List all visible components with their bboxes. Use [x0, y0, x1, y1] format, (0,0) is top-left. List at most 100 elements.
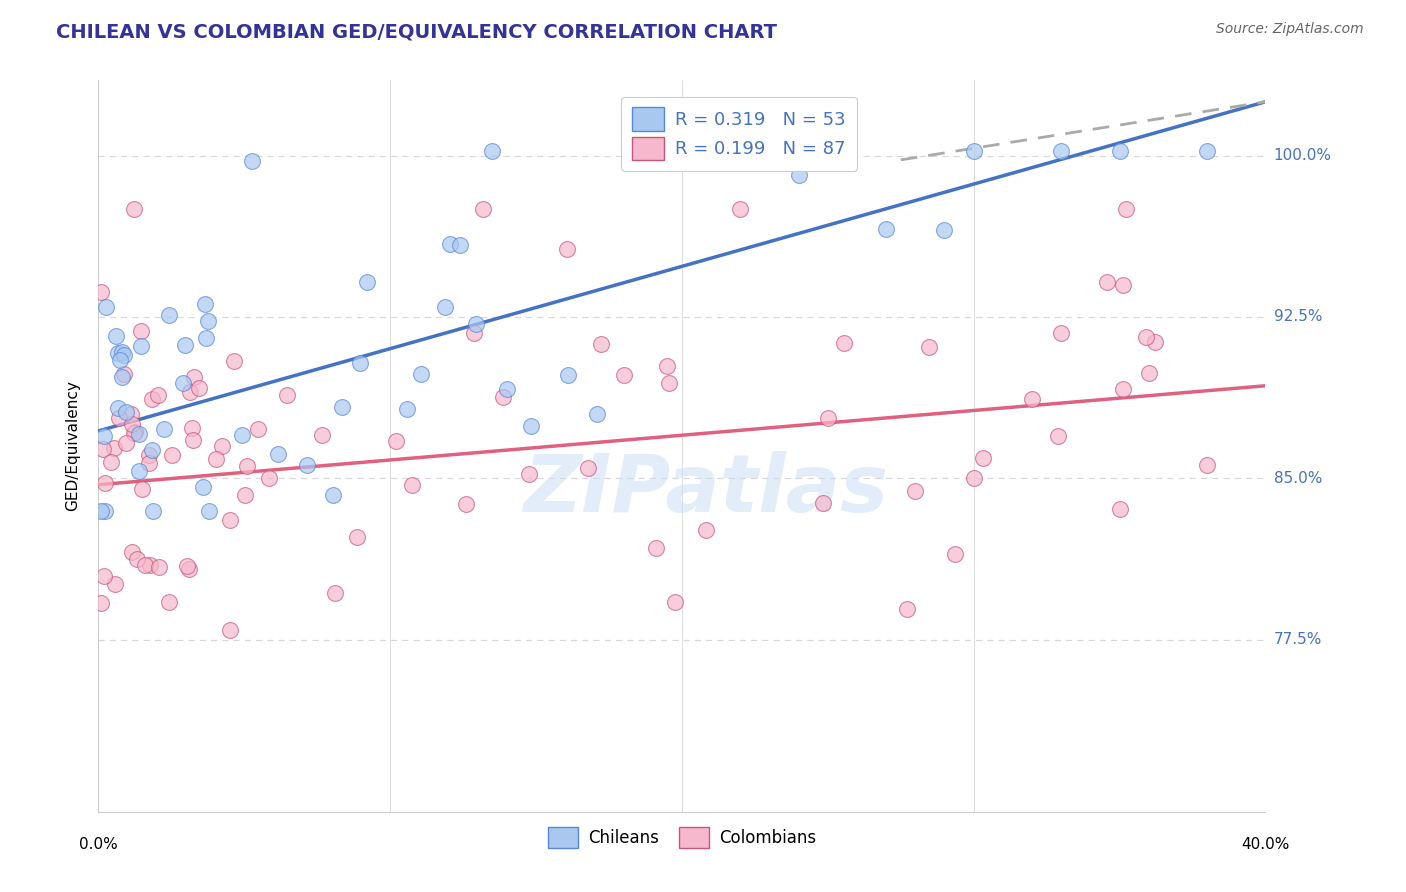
Point [934, 223, 956, 237]
Point [211, 439, 233, 453]
Point [655, 359, 678, 373]
Point [1137, 367, 1160, 381]
Point [160, 448, 183, 462]
Point [110, 352, 132, 367]
Point [817, 411, 839, 425]
Point [240, 153, 263, 168]
Point [409, 367, 432, 381]
Point [1021, 392, 1043, 406]
Point [120, 407, 142, 421]
Text: 40.0%: 40.0% [1241, 837, 1289, 852]
Point [267, 447, 290, 461]
Point [111, 344, 134, 359]
Point [100, 454, 122, 468]
Point [349, 356, 371, 370]
Text: Source: ZipAtlas.com: Source: ZipAtlas.com [1216, 22, 1364, 37]
Point [384, 434, 406, 449]
Point [295, 458, 318, 473]
Point [183, 370, 205, 384]
Point [1108, 502, 1130, 516]
Point [146, 388, 169, 402]
Point [586, 407, 609, 421]
Point [491, 391, 513, 405]
Point [231, 428, 253, 442]
Point [174, 338, 197, 352]
Point [138, 558, 160, 573]
Point [730, 202, 752, 217]
Point [323, 586, 346, 600]
Point [233, 488, 256, 502]
Point [124, 425, 146, 439]
Point [224, 354, 246, 368]
Point [138, 456, 160, 470]
Point [401, 478, 423, 492]
Point [481, 145, 503, 159]
Point [194, 296, 217, 310]
Point [177, 562, 200, 576]
Point [157, 595, 180, 609]
Point [918, 340, 941, 354]
Point [962, 471, 984, 485]
Point [131, 482, 153, 496]
Point [875, 221, 897, 235]
Point [93, 442, 115, 456]
Point [107, 401, 129, 415]
Point [811, 496, 834, 510]
Point [181, 421, 204, 435]
Point [817, 145, 839, 159]
Point [181, 433, 204, 447]
Point [555, 242, 578, 256]
Point [695, 523, 717, 537]
Point [346, 530, 368, 544]
Point [107, 346, 129, 360]
Point [589, 336, 612, 351]
Point [121, 545, 143, 559]
Point [471, 202, 494, 217]
Point [176, 558, 198, 573]
Point [96, 300, 118, 314]
Point [198, 503, 221, 517]
Point [1112, 278, 1135, 293]
Point [111, 369, 134, 384]
Point [124, 202, 146, 217]
Legend: Chileans, Colombians: Chileans, Colombians [541, 820, 823, 855]
Point [112, 367, 135, 381]
Point [463, 326, 485, 341]
Point [330, 400, 353, 414]
Point [259, 471, 281, 485]
Point [644, 541, 666, 555]
Text: CHILEAN VS COLOMBIAN GED/EQUIVALENCY CORRELATION CHART: CHILEAN VS COLOMBIAN GED/EQUIVALENCY COR… [56, 22, 778, 41]
Text: 100.0%: 100.0% [1274, 148, 1331, 163]
Point [172, 376, 194, 391]
Point [129, 339, 152, 353]
Point [194, 331, 217, 345]
Point [93, 568, 115, 582]
Point [1112, 383, 1135, 397]
Point [1050, 326, 1073, 340]
Point [218, 623, 240, 637]
Point [896, 602, 918, 616]
Point [90, 595, 112, 609]
Point [112, 348, 135, 362]
Point [90, 503, 112, 517]
Point [1108, 145, 1130, 159]
Point [356, 275, 378, 289]
Point [125, 552, 148, 566]
Point [658, 376, 681, 391]
Point [1195, 458, 1218, 472]
Point [115, 405, 138, 419]
Point [439, 236, 461, 251]
Point [188, 381, 211, 395]
Point [108, 411, 131, 425]
Point [179, 384, 201, 399]
Point [94, 503, 117, 517]
Point [664, 595, 686, 609]
Point [962, 145, 984, 159]
Point [520, 419, 543, 434]
Point [122, 425, 145, 440]
Point [142, 503, 165, 517]
Point [197, 314, 219, 328]
Point [449, 238, 471, 252]
Point [141, 442, 163, 457]
Point [496, 382, 519, 396]
